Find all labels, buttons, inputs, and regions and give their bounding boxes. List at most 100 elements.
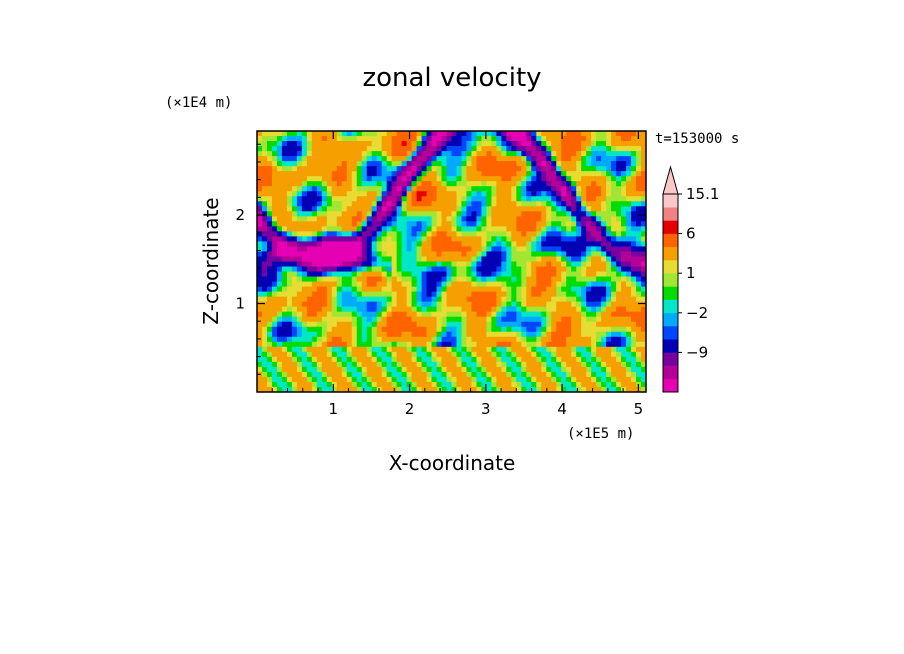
field-cell xyxy=(396,196,403,202)
field-cell xyxy=(516,346,522,353)
field-cell xyxy=(436,301,443,308)
field-cell xyxy=(326,161,333,167)
field-cell xyxy=(376,196,383,202)
field-cell xyxy=(376,306,383,313)
field-cell xyxy=(471,236,478,243)
field-cell xyxy=(306,191,313,197)
field-cell xyxy=(281,201,288,207)
field-cell xyxy=(316,251,323,258)
field-cell xyxy=(461,266,468,273)
field-cell xyxy=(476,211,483,217)
field-cell xyxy=(266,241,273,248)
field-cell xyxy=(341,266,348,273)
field-cell xyxy=(316,261,323,268)
field-cell xyxy=(476,156,483,162)
field-cell xyxy=(426,201,433,207)
field-cell xyxy=(261,131,268,137)
field-cell xyxy=(401,306,408,313)
field-cell xyxy=(296,286,303,293)
field-cell xyxy=(336,311,343,318)
field-cell xyxy=(481,241,488,248)
field-cell xyxy=(441,156,448,162)
field-cell xyxy=(516,241,522,248)
field-cell xyxy=(616,231,622,237)
field-cell xyxy=(391,196,398,202)
field-cell xyxy=(316,146,323,152)
field-cell xyxy=(496,316,502,323)
field-cell xyxy=(451,176,458,182)
field-cell xyxy=(486,371,492,378)
field-cell xyxy=(471,206,478,212)
field-cell xyxy=(341,231,348,237)
field-cell xyxy=(271,366,278,373)
field-cell xyxy=(566,356,572,363)
field-cell xyxy=(346,296,353,303)
field-cell xyxy=(296,361,303,368)
field-cell xyxy=(346,221,353,227)
field-cell xyxy=(341,371,348,378)
field-cell xyxy=(491,251,497,258)
field-cell xyxy=(281,366,288,373)
field-cell xyxy=(641,141,646,147)
field-cell xyxy=(331,136,338,142)
field-cell xyxy=(466,176,473,182)
field-cell xyxy=(576,166,582,172)
field-cell xyxy=(591,296,597,303)
field-cell xyxy=(461,196,468,202)
field-cell xyxy=(441,216,448,222)
field-cell xyxy=(396,141,403,147)
field-cell xyxy=(621,251,627,258)
field-cell xyxy=(491,346,497,353)
field-cell xyxy=(401,291,408,298)
field-cell xyxy=(261,236,268,243)
field-cell xyxy=(636,161,642,167)
field-cell xyxy=(626,241,632,248)
field-cell xyxy=(496,201,502,207)
field-cell xyxy=(531,246,537,253)
field-cell xyxy=(296,296,303,303)
field-cell xyxy=(401,246,408,253)
field-cell xyxy=(356,206,363,212)
field-cell xyxy=(266,246,273,253)
field-cell xyxy=(506,321,512,328)
field-cell xyxy=(516,211,522,217)
field-cell xyxy=(276,356,283,363)
field-cell xyxy=(541,361,547,368)
field-cell xyxy=(591,131,597,137)
field-cell xyxy=(486,181,492,187)
field-cell xyxy=(626,371,632,378)
field-cell xyxy=(381,221,388,227)
field-cell xyxy=(596,381,602,388)
field-cell xyxy=(396,376,403,383)
field-cell xyxy=(591,321,597,328)
field-cell xyxy=(336,236,343,243)
field-cell xyxy=(396,216,403,222)
field-cell xyxy=(556,196,562,202)
field-cell xyxy=(611,216,617,222)
field-cell xyxy=(381,291,388,298)
field-cell xyxy=(291,341,298,348)
field-cell xyxy=(396,181,403,187)
field-cell xyxy=(541,266,547,273)
field-cell xyxy=(276,231,283,237)
field-cell xyxy=(581,271,587,278)
field-cell xyxy=(466,356,473,363)
field-cell xyxy=(491,296,497,303)
field-cell xyxy=(451,381,458,388)
field-cell xyxy=(491,181,497,187)
field-cell xyxy=(571,171,577,177)
field-cell xyxy=(616,156,622,162)
field-cell xyxy=(446,136,453,142)
field-cell xyxy=(456,306,463,313)
field-cell xyxy=(631,311,637,318)
field-cell xyxy=(516,186,522,192)
field-cell xyxy=(471,311,478,318)
field-cell xyxy=(266,171,273,177)
field-cell xyxy=(446,296,453,303)
field-cell xyxy=(521,256,527,263)
field-cell xyxy=(471,221,478,227)
field-cell xyxy=(401,316,408,323)
field-cell xyxy=(346,191,353,197)
field-cell xyxy=(376,371,383,378)
field-cell xyxy=(491,336,497,343)
